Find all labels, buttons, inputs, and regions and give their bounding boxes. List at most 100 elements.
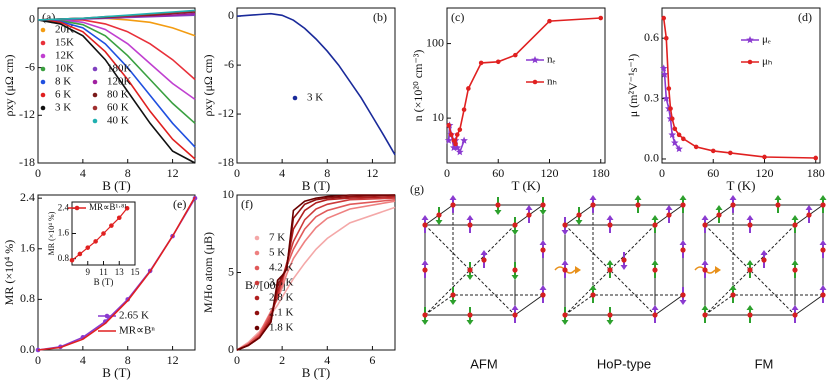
ho-atom	[635, 202, 641, 208]
ho-atom	[775, 202, 781, 208]
x-tick-label: 8	[324, 166, 330, 180]
spin-arrow-head	[494, 210, 502, 215]
data-line	[236, 195, 396, 351]
legend-marker	[746, 36, 754, 44]
legend-label: 1.8 K	[269, 322, 294, 334]
legend-label: μₕ	[762, 56, 772, 68]
data-point	[547, 18, 552, 24]
x-tick-label: 15	[131, 267, 141, 277]
spin-arrow-head	[589, 195, 597, 200]
x-tick-label: 4	[80, 166, 86, 180]
spin-arrow-head	[435, 220, 443, 225]
ho-atom	[747, 312, 753, 318]
data-point	[675, 144, 683, 153]
y-tick-label: 2.4	[58, 202, 70, 212]
y-tick-label: 0.8	[58, 253, 70, 263]
data-point	[681, 136, 686, 142]
data-point	[109, 223, 114, 228]
ho-atom	[481, 257, 487, 263]
x-tick-label: 0	[234, 353, 240, 367]
data-point	[69, 257, 75, 263]
y-tick-label: 0	[228, 8, 234, 22]
spin-arrow-head	[679, 240, 687, 245]
data-point	[466, 86, 471, 91]
spin-arrow-head	[791, 260, 799, 265]
x-axis-label: B (T)	[102, 178, 131, 193]
x-tick-label: 0	[35, 353, 41, 367]
x-tick-label: 0	[35, 166, 41, 180]
spin-arrow-head	[819, 285, 827, 290]
y-tick-label: -12	[19, 107, 35, 121]
spin-arrow-head	[561, 320, 569, 325]
data-line	[37, 19, 196, 164]
ho-atom	[680, 247, 686, 253]
y-tick-label: -18	[19, 155, 35, 169]
spin-arrow-head	[729, 285, 737, 290]
panel-label: (c)	[451, 10, 464, 24]
spin-arrow-head	[805, 205, 813, 210]
spin-arrow-head	[511, 275, 519, 280]
ho-atom	[702, 267, 708, 273]
ho-atom	[540, 292, 546, 298]
data-line	[236, 194, 395, 351]
spin-arrow-head	[449, 300, 457, 305]
spin-arrow-head	[729, 195, 737, 200]
legend-label: 2.1 K	[269, 307, 294, 319]
legend-marker	[40, 105, 46, 111]
ho-atom	[716, 212, 722, 218]
legend-label: nₕ	[547, 76, 557, 88]
legend-marker	[40, 79, 46, 85]
plot-frame	[37, 7, 196, 164]
ho-atom	[576, 212, 582, 218]
y-tick-label: 0.8	[20, 291, 35, 305]
legend-marker	[532, 79, 538, 85]
legend-marker	[747, 59, 753, 65]
legend-label: 180K	[107, 63, 132, 75]
cube-edge	[704, 294, 734, 316]
data-point	[661, 15, 667, 21]
legend-marker	[254, 325, 260, 331]
cube-edge	[424, 224, 516, 316]
legend-label: μₑ	[762, 34, 771, 46]
data-point	[478, 60, 484, 66]
data-point	[85, 245, 91, 250]
data-point	[666, 86, 672, 91]
panel-label: (g)	[410, 182, 424, 196]
spin-arrow-head	[701, 305, 709, 310]
data-line	[37, 19, 196, 148]
plot-frame	[661, 7, 821, 164]
y-tick-label: 0.6	[644, 30, 659, 44]
x-tick-label: 13	[115, 267, 125, 277]
legend-label: 12K	[55, 50, 74, 62]
data-point	[116, 215, 122, 221]
data-point	[446, 123, 452, 128]
spin-arrow-head	[679, 300, 687, 305]
ho-atom	[422, 312, 428, 318]
data-point	[662, 94, 671, 102]
y-axis-label: M/Ho atom (μB)	[201, 232, 215, 313]
x-tick-label: 180	[807, 166, 825, 180]
x-axis-label: B (T)	[302, 178, 331, 193]
x-tick-label: 0	[659, 166, 665, 180]
x-axis-label: B (T)	[302, 365, 331, 380]
ho-atom	[590, 292, 596, 298]
x-tick-label: 0	[444, 166, 450, 180]
legend-label: 4.2 K	[269, 262, 294, 274]
spin-arrow-head	[466, 320, 474, 325]
cube-edge	[704, 224, 796, 316]
legend-label: MR∝B¹·⁸¹	[89, 202, 127, 212]
data-point	[671, 138, 679, 147]
ho-atom	[730, 202, 736, 208]
spin-arrow-head	[561, 230, 569, 235]
y-axis-label: n (×10²⁰ cm⁻³)	[411, 50, 425, 122]
data-point	[762, 154, 767, 160]
x-tick-label: 60	[492, 166, 504, 180]
data-line	[37, 19, 196, 160]
spin-arrow-head	[679, 195, 687, 200]
ho-atom	[680, 202, 686, 208]
data-point	[813, 155, 819, 161]
ho-atom	[730, 292, 736, 298]
cube-edge	[704, 224, 796, 316]
spin-arrow-head	[606, 320, 614, 325]
